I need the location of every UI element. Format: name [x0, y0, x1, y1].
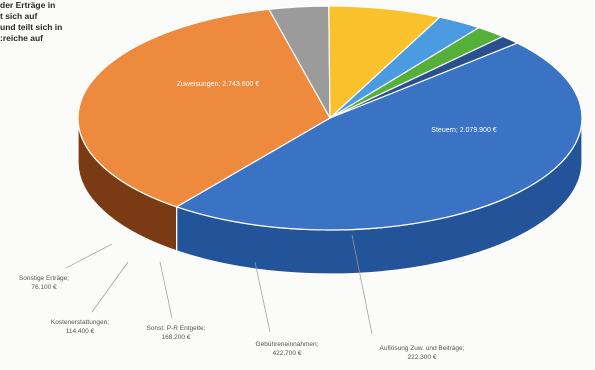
data-label-sonst-p-r-entgelte: Sonst. P-R Entgelte; 168.200 €	[147, 261, 206, 341]
data-label-value: 222.300 €	[408, 354, 437, 361]
pie-slices	[77, 5, 583, 231]
data-label-value: 76.100 €	[31, 284, 57, 291]
intro-line: reiche auf:	[0, 33, 43, 43]
pie-slice-sonstige-ertrage	[329, 35, 518, 119]
pie-slice-steuern	[77, 8, 331, 208]
pie-slice-zuweisungen	[176, 42, 583, 231]
data-label-value: 114.400 €	[66, 328, 95, 335]
data-label-category: Kostenerstattungen;	[51, 319, 109, 326]
pie-slice-gebuhreneinnahmen	[328, 5, 441, 119]
data-label-value: 168.200 €	[162, 334, 191, 341]
intro-text: der Erträge in t sich auf und teilt sich…	[0, 0, 120, 44]
leader-line	[91, 261, 129, 313]
data-label-category: Sonst. P-R Entgelte;	[147, 325, 206, 332]
pie-labels: Zuweisungen; 2.743.600 € Steuern; 2.079.9…	[19, 81, 497, 361]
data-label-gebuhreneinnahmen: Gebühreneinnahmen; 422.700 €	[254, 261, 319, 357]
data-label-kostenerstattungen: Kostenerstattungen; 114.400 €	[51, 261, 129, 335]
data-label-category: Auflösung Zuw. und Beiträge;	[380, 345, 465, 352]
leader-line	[159, 261, 173, 319]
data-label-category: Gebühreneinnahmen;	[256, 341, 319, 348]
leader-line	[65, 243, 113, 269]
intro-line: t sich auf	[0, 11, 38, 21]
data-label-sonstige-ertrage: Sonstige Erträge; 76.100 €	[19, 243, 113, 291]
data-label-auflosung-zuw-und-beitrage: Auflösung Zuw. und Beiträge; 222.300 €	[351, 234, 465, 361]
leader-line	[254, 261, 271, 333]
intro-line: der Erträge in	[0, 0, 56, 10]
leader-line	[351, 234, 373, 335]
data-label-value: 422.700 €	[273, 350, 302, 357]
data-label-steuern: Steuern; 2.079.900 €	[431, 127, 496, 134]
data-label-zuweisungen: Zuweisungen; 2.743.600 €	[177, 81, 260, 88]
data-label-category: Sonstige Erträge;	[19, 275, 69, 282]
intro-line: und teilt sich in	[0, 22, 63, 32]
